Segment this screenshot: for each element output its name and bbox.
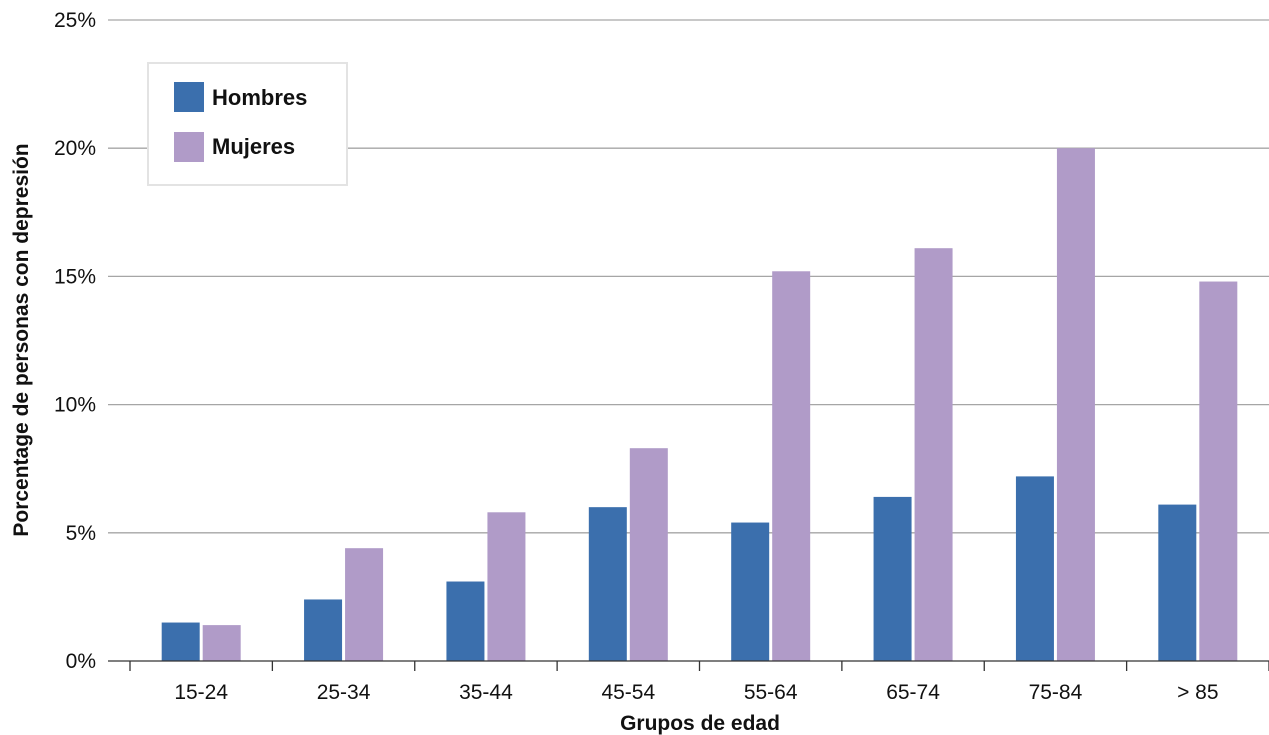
y-tick-label: 5% [66, 522, 96, 545]
x-axis: 15-24 25-34 35-44 45-54 55-64 65-74 75-84 > 85 [108, 660, 1269, 704]
bar-mujeres-7 [1056, 148, 1095, 661]
bar-hombres-7 [1015, 476, 1054, 661]
y-axis-title: Porcentage de personas con depresión [10, 143, 33, 536]
bars [161, 148, 1238, 662]
bar-mujeres-8 [1199, 281, 1238, 661]
bar-hombres-4 [588, 507, 627, 661]
x-tick-label: 35-44 [459, 681, 513, 704]
legend-swatch-mujeres [174, 132, 204, 162]
legend-swatch-hombres [174, 82, 204, 112]
bar-hombres-5 [731, 522, 770, 661]
bar-mujeres-1 [202, 625, 241, 661]
y-tick-label: 0% [66, 650, 96, 673]
y-tick-label: 15% [54, 265, 96, 288]
x-tick-label: 55-64 [744, 681, 798, 704]
bar-mujeres-3 [487, 512, 526, 661]
x-tick-label: 15-24 [174, 681, 228, 704]
bar-hombres-6 [873, 496, 912, 661]
bar-mujeres-5 [772, 271, 811, 661]
bar-mujeres-2 [345, 548, 384, 661]
y-tick-label: 25% [54, 9, 96, 32]
bar-mujeres-4 [629, 448, 668, 661]
legend-label-mujeres: Mujeres [212, 134, 295, 159]
x-tick-label: 45-54 [601, 681, 655, 704]
y-tick-label: 10% [54, 394, 96, 417]
x-tick-label: 25-34 [317, 681, 371, 704]
bar-hombres-2 [304, 599, 343, 661]
y-tick-label: 20% [54, 137, 96, 160]
bar-hombres-8 [1158, 504, 1197, 661]
bar-mujeres-6 [914, 248, 953, 662]
legend-label-hombres: Hombres [212, 85, 307, 110]
bar-hombres-3 [446, 581, 485, 661]
x-axis-title: Grupos de edad [620, 712, 780, 735]
bar-hombres-1 [161, 622, 200, 661]
legend: Hombres Mujeres [147, 62, 348, 186]
x-tick-label: 65-74 [886, 681, 940, 704]
x-tick-label: 75-84 [1029, 681, 1083, 704]
x-tick-label: > 85 [1177, 681, 1218, 704]
legend-box [147, 62, 348, 186]
y-axis-ticks: 0% 5% 10% 15% 20% 25% [54, 9, 96, 673]
